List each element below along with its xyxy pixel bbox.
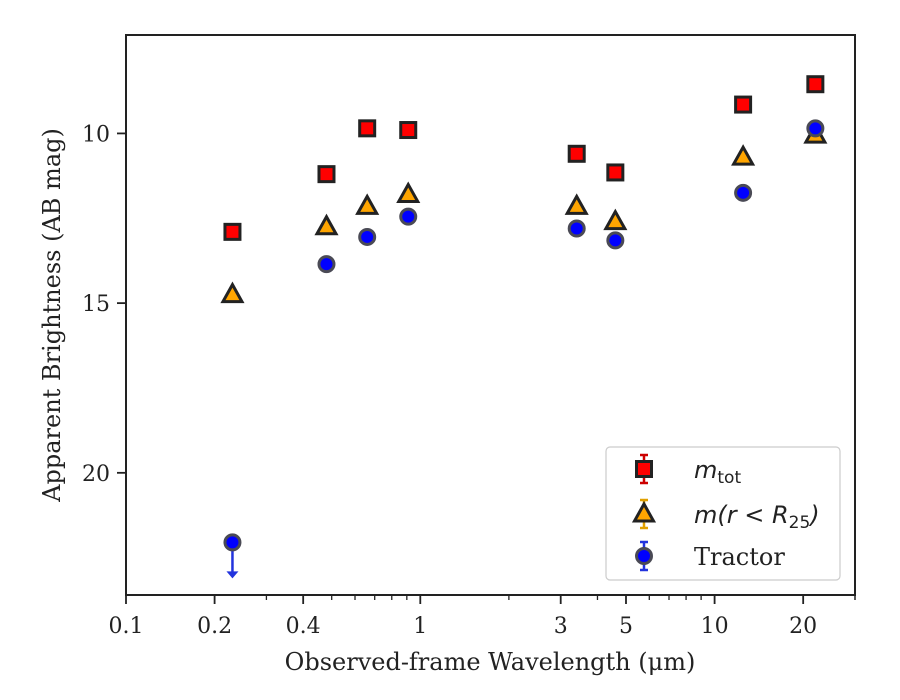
data-point-triangle xyxy=(220,281,245,304)
legend-label: mtot xyxy=(694,456,741,488)
data-point-square xyxy=(734,95,753,114)
y-tick-label: 20 xyxy=(82,462,110,487)
legend-label-main: m(r < R xyxy=(694,501,789,529)
data-point-triangle xyxy=(564,193,589,215)
data-point-triangle xyxy=(355,193,380,215)
x-tick-label: 0.4 xyxy=(286,614,321,639)
x-tick-label: 5 xyxy=(619,614,633,639)
series-square-group xyxy=(223,75,825,241)
data-point-square xyxy=(399,121,418,140)
data-point-circle xyxy=(806,119,825,138)
legend-label-subscript: 25 xyxy=(789,513,811,533)
data-point-triangle xyxy=(731,144,756,166)
x-tick-label: 20 xyxy=(789,614,817,639)
legend-label: m(r < R25) xyxy=(694,501,820,533)
x-axis-label: Observed-frame Wavelength (μm) xyxy=(285,648,696,676)
data-point-circle xyxy=(734,183,753,202)
x-tick-label: 0.2 xyxy=(197,614,232,639)
legend-marker-triangle xyxy=(631,500,657,523)
y-tick-label: 10 xyxy=(82,122,110,147)
data-point-circle xyxy=(317,255,336,274)
x-tick-label: 10 xyxy=(701,614,729,639)
legend-label-subscript: tot xyxy=(717,468,741,488)
x-tick-label: 0.1 xyxy=(109,614,144,639)
legend-label: Tractor xyxy=(694,543,785,571)
axes: 0.1 0.2 0.4 1 3 5 10 20 10 15 20 xyxy=(82,122,856,639)
upper-limit-arrowhead xyxy=(226,571,239,579)
data-point-circle xyxy=(567,219,586,238)
legend-label-main: Tractor xyxy=(694,543,785,571)
plot-frame xyxy=(125,34,856,596)
data-point-circle xyxy=(358,227,377,246)
series-triangle-group xyxy=(220,122,828,304)
legend-marker-square xyxy=(635,460,653,478)
legend-frame xyxy=(605,446,841,581)
y-axis-label: Apparent Brightness (AB mag) xyxy=(38,128,66,503)
data-point-square xyxy=(317,165,336,184)
series-circle-group xyxy=(223,119,825,579)
data-point-square xyxy=(806,75,825,94)
data-point-square xyxy=(358,119,377,138)
x-tick-label: 3 xyxy=(554,614,568,639)
data-point-square xyxy=(606,163,625,182)
legend-label-main: m xyxy=(694,456,717,484)
data-point-triangle xyxy=(603,208,628,231)
data-point-triangle xyxy=(396,181,421,204)
data-point-circle xyxy=(399,207,418,226)
data-point-square xyxy=(567,144,586,163)
y-tick-label: 15 xyxy=(82,292,110,317)
legend-label-end: ) xyxy=(808,501,819,529)
legend-marker-circle xyxy=(635,547,653,565)
data-point-square xyxy=(223,222,242,241)
legend: mtot m(r < R25) Tractor xyxy=(605,446,841,581)
x-tick-label: 1 xyxy=(413,614,427,639)
data-point-circle xyxy=(223,533,242,552)
data-point-triangle xyxy=(314,213,339,236)
chart-marks xyxy=(220,75,828,579)
data-point-circle xyxy=(606,231,625,250)
